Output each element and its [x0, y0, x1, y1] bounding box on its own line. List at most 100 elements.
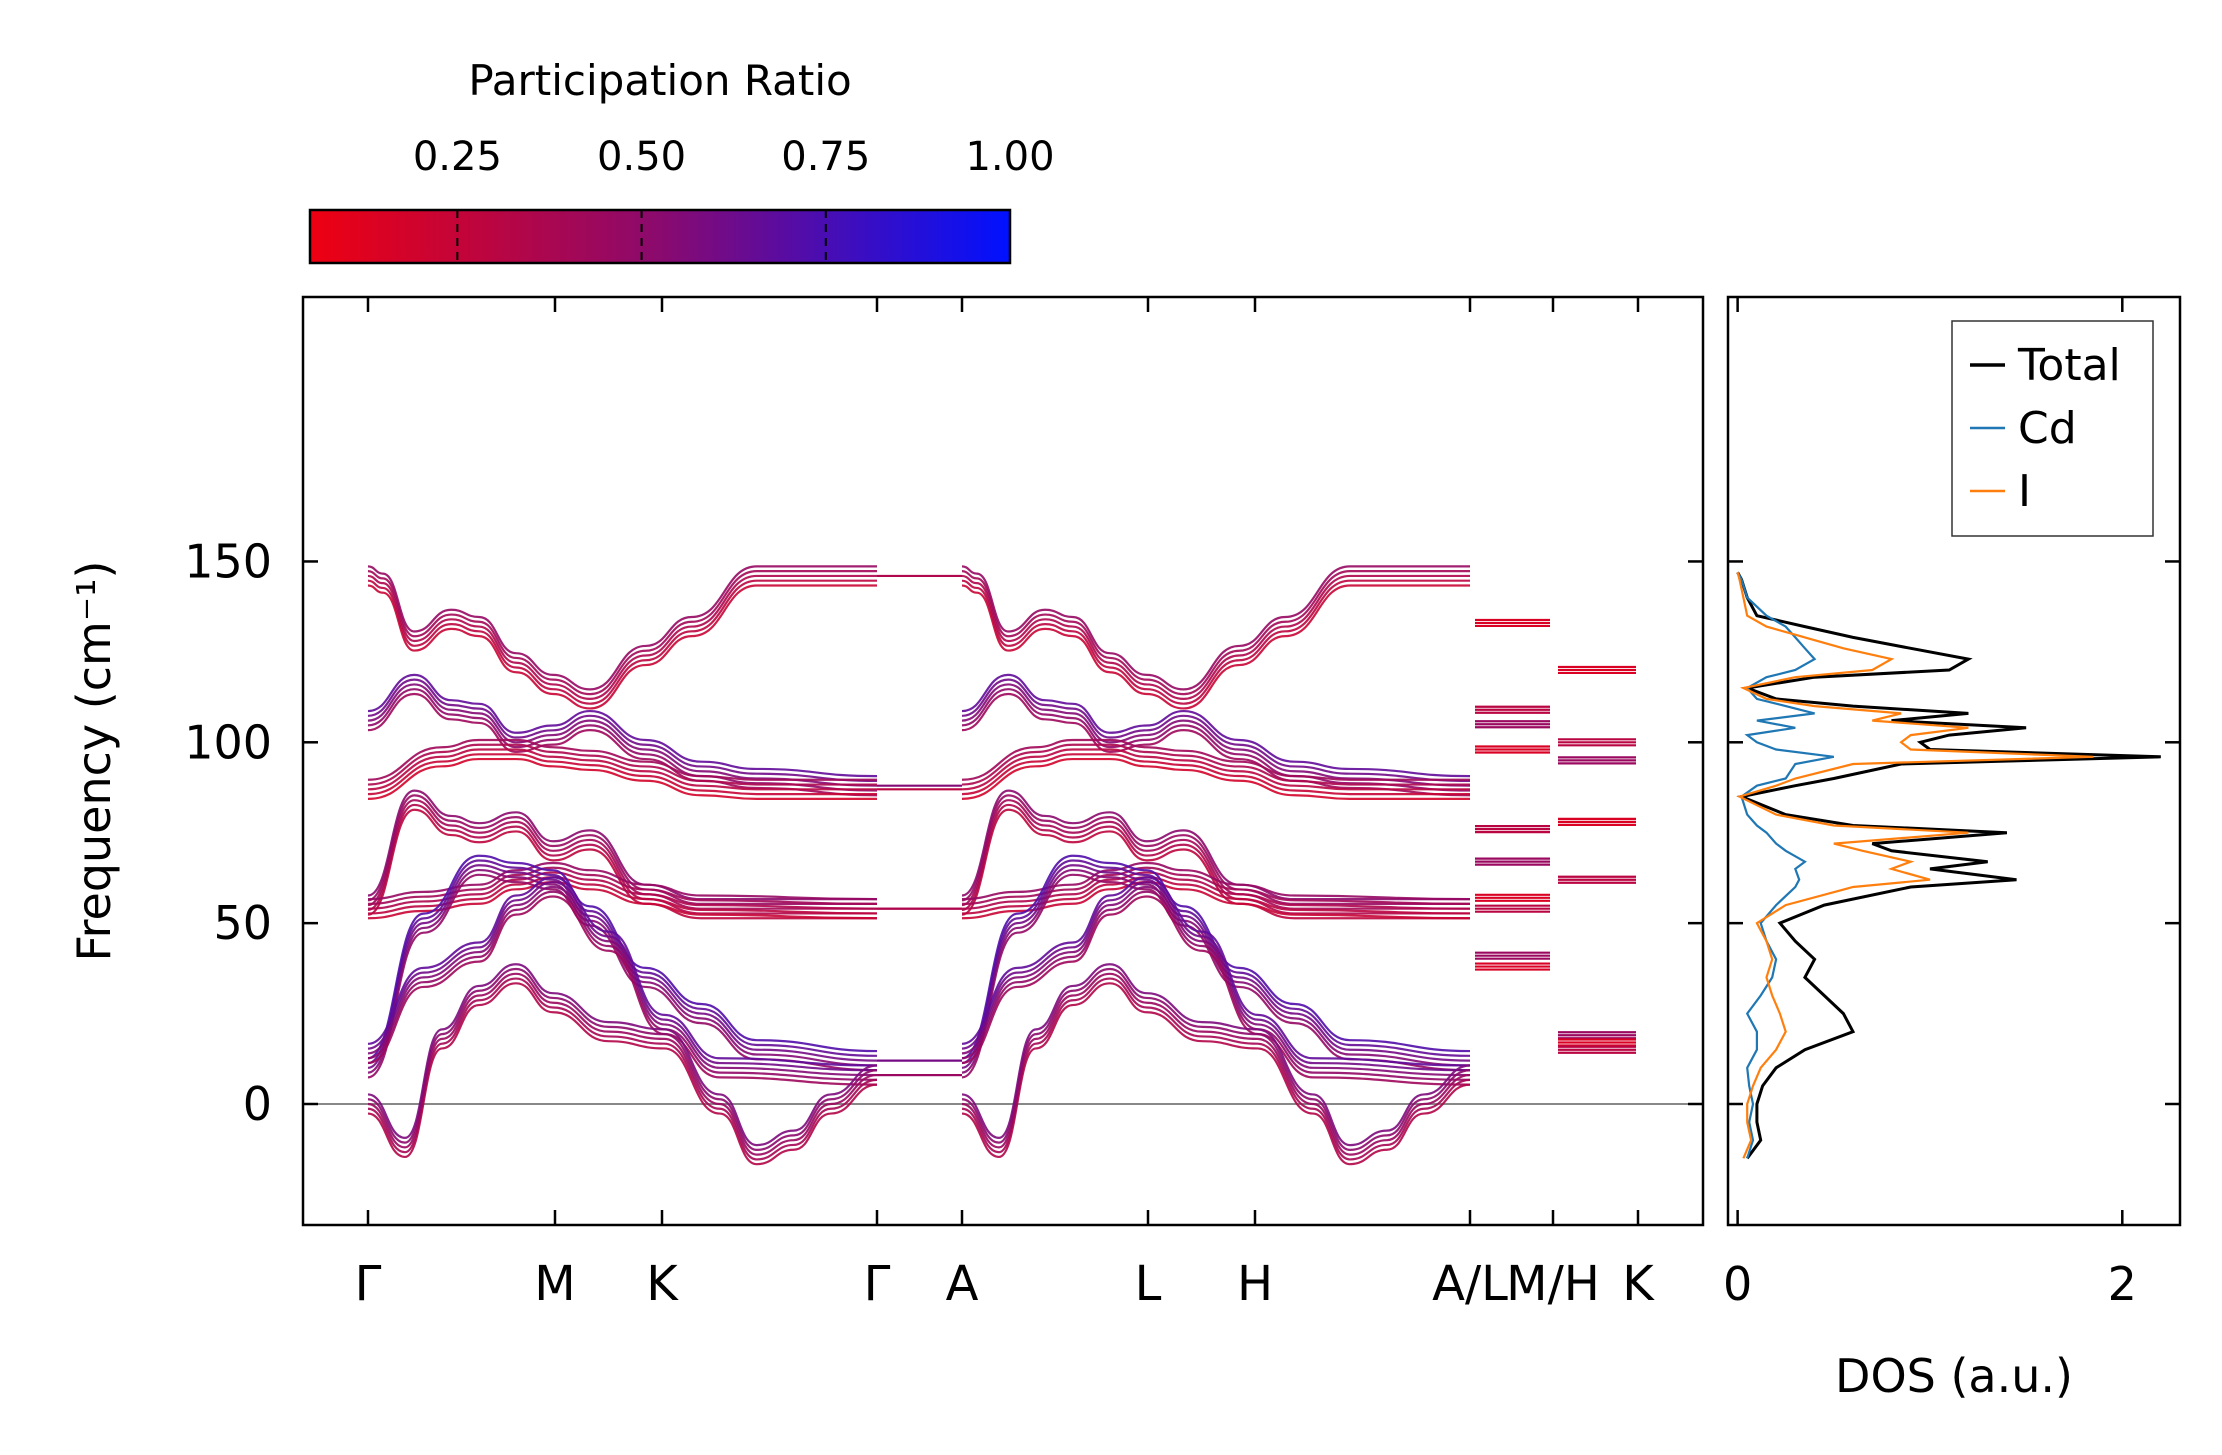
- k-path-ticks: Γ M K Γ A L H A/LM/H K: [355, 297, 1655, 1312]
- y-tick-label: 0: [243, 1077, 272, 1131]
- band-line: [961, 688, 1471, 792]
- band-line: [367, 738, 877, 781]
- band-line: [961, 789, 1470, 901]
- band-line: [367, 579, 877, 705]
- band-line: [961, 799, 1470, 910]
- band-line: [367, 967, 878, 1151]
- k-point-label: A: [946, 1256, 979, 1312]
- y-tick-label: 150: [184, 534, 272, 588]
- k-point-label: M: [534, 1256, 575, 1312]
- band-line: [961, 757, 1470, 800]
- band-line: [961, 565, 1471, 691]
- band-line: [367, 673, 878, 778]
- k-point-label: L: [1135, 1256, 1162, 1312]
- band-line: [961, 753, 1470, 796]
- band-line: [367, 743, 877, 786]
- colorbar-gradient: [308, 208, 1012, 265]
- band-line: [367, 565, 878, 691]
- band-line: [367, 881, 878, 1072]
- colorbar-tick-label: 0.75: [781, 134, 870, 180]
- right-axes-frame: [1726, 295, 2182, 1227]
- k-point-label: K: [646, 1256, 679, 1312]
- y-axis-ticks: 0 50 100 150: [184, 534, 1703, 1131]
- band-line: [367, 794, 877, 906]
- band-line: [367, 982, 878, 1166]
- dos-lines: [1736, 571, 2161, 1160]
- y-axis-label-text: Frequency (cm⁻¹): [67, 561, 121, 962]
- k-point-label: H: [1237, 1256, 1273, 1312]
- band-line: [367, 890, 878, 1081]
- band-line: [961, 678, 1471, 783]
- band-line: [367, 885, 878, 1077]
- band-line: [367, 963, 878, 1147]
- legend-items: Total Cd I: [1970, 340, 2121, 517]
- band-line: [961, 743, 1470, 786]
- band-line: [367, 570, 877, 696]
- band-line: [961, 794, 1470, 906]
- band-line: [961, 570, 1470, 696]
- band-line: [961, 977, 1471, 1161]
- band-line: [367, 683, 878, 787]
- band-line: [367, 748, 877, 791]
- band-line: [367, 753, 877, 796]
- band-line: [367, 789, 877, 901]
- dos-x-tick-label: 0: [1723, 1257, 1752, 1311]
- band-line: [961, 808, 1470, 920]
- band-line: [961, 890, 1471, 1081]
- band-line: [367, 803, 877, 915]
- colorbar-label: Participation Ratio: [468, 56, 851, 105]
- legend-label: Total: [2017, 340, 2121, 391]
- k-point-label: Γ: [864, 1256, 891, 1312]
- y-tick-label: 100: [184, 715, 272, 769]
- colorbar-tick-label: 0.25: [413, 134, 502, 180]
- band-line: [961, 673, 1471, 778]
- band-line: [367, 757, 877, 800]
- band-line: [961, 683, 1471, 787]
- left-axes-frame: [301, 295, 1705, 1227]
- band-line: [961, 738, 1470, 781]
- band-line: [961, 584, 1470, 710]
- dos-x-tick-label: 2: [2108, 1257, 2137, 1311]
- y-axis-label: Frequency (cm⁻¹): [67, 561, 121, 962]
- k-point-label: M/H: [1506, 1256, 1600, 1312]
- band-line: [367, 799, 877, 910]
- band-line: [961, 885, 1471, 1077]
- k-point-label: K: [1622, 1256, 1655, 1312]
- colorbar: Participation Ratio 0.25 0.50 0.75 1.00: [308, 56, 1055, 265]
- k-point-label: Γ: [355, 1256, 382, 1312]
- colorbar-ticks: 0.25 0.50 0.75 1.00: [413, 134, 1055, 263]
- band-line: [367, 808, 877, 920]
- band-line: [961, 748, 1470, 791]
- x-axis-label: DOS (a.u.): [1835, 1349, 2073, 1403]
- band-line: [961, 803, 1470, 915]
- band-line: [961, 982, 1471, 1166]
- legend: Total Cd I: [1951, 320, 2154, 537]
- dispersionless-levels: [1475, 618, 1636, 1054]
- band-line: [367, 876, 878, 1067]
- y-tick-label: 50: [213, 896, 272, 950]
- band-line: [961, 963, 1471, 1147]
- band-line: [961, 579, 1470, 705]
- band-line: [367, 692, 878, 797]
- band-line: [367, 688, 878, 792]
- band-line: [961, 895, 1471, 1086]
- band-line: [367, 977, 878, 1161]
- dos-series-cd: [1736, 571, 1835, 1159]
- colorbar-tick-label: 1.00: [965, 134, 1054, 180]
- band-line: [367, 678, 878, 783]
- band-line: [961, 876, 1471, 1067]
- k-point-label: A/L: [1432, 1256, 1508, 1312]
- band-line: [367, 584, 877, 710]
- band-line: [367, 895, 878, 1086]
- dos-series-total: [1736, 571, 2161, 1160]
- band-line: [961, 574, 1470, 700]
- band-line: [367, 972, 878, 1156]
- band-line: [367, 574, 877, 700]
- dos-series-i: [1736, 572, 2094, 1159]
- band-line: [961, 967, 1471, 1151]
- legend-label: I: [2018, 466, 2031, 517]
- band-lines: [367, 565, 1471, 1166]
